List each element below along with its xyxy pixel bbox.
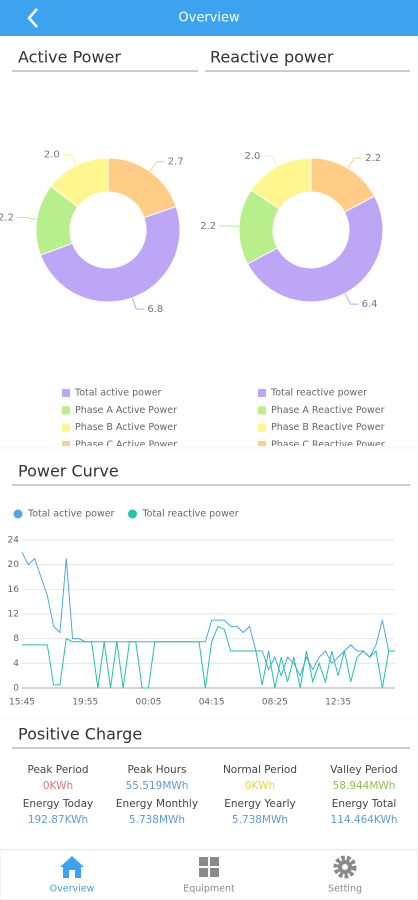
y-tick-label: 24 — [8, 536, 20, 546]
legend-dot — [127, 509, 137, 519]
stat-value: 114.464KWh — [331, 814, 398, 826]
slice-label: 2.0 — [44, 150, 60, 161]
legend-label: Phase A Reactive Power — [271, 405, 385, 416]
section-title: Reactive power — [210, 48, 334, 67]
curve-panel — [0, 452, 418, 717]
legend-dot — [13, 509, 23, 519]
stat-value: 0KWh — [245, 780, 275, 792]
legend-label: Phase C Active Power — [75, 439, 177, 450]
x-tick-label: 08:25 — [262, 698, 288, 708]
stat-value: 0KWh — [43, 780, 73, 792]
slice-label: 2.7 — [168, 157, 184, 168]
pie-slice — [39, 205, 181, 303]
label-line — [131, 297, 145, 310]
line-series — [22, 625, 395, 689]
legend-label: Total active power — [27, 509, 115, 520]
legend-swatch — [258, 440, 266, 446]
y-tick-label: 0 — [13, 684, 19, 694]
label-line — [347, 157, 363, 169]
header-title: Overview — [178, 11, 240, 26]
pie-slice — [310, 157, 376, 213]
slice-label: 2.0 — [244, 151, 260, 162]
stat-label: Energy Yearly — [224, 798, 295, 810]
nav-icon-setting[interactable] — [333, 855, 357, 879]
legend-label: Phase A Active Power — [75, 405, 177, 416]
stat-label: Energy Total — [332, 798, 397, 810]
label-line — [62, 154, 77, 166]
nav-label[interactable]: Setting — [328, 884, 362, 895]
pie-slice — [107, 157, 177, 219]
legend-label: Total active power — [74, 388, 162, 399]
charge-panel — [0, 720, 418, 848]
legend-swatch — [62, 389, 70, 397]
line-series — [21, 552, 395, 678]
stat-value: 55.519MWh — [126, 780, 189, 792]
pie-slice — [246, 195, 384, 303]
stat-label: Normal Period — [223, 764, 297, 776]
y-tick-label: 12 — [8, 610, 19, 620]
legend-label: Total reactive power — [141, 509, 238, 520]
stat-label: Valley Period — [330, 764, 397, 776]
back-button[interactable] — [27, 8, 38, 28]
label-line — [149, 161, 165, 172]
stat-value: 58.944MWh — [333, 780, 396, 792]
nav-icon-home[interactable] — [60, 856, 84, 878]
legend-swatch — [258, 423, 266, 432]
x-tick-label: 19:55 — [72, 698, 98, 708]
legend-label: Phase C Reactive Power — [271, 439, 385, 450]
y-tick-label: 8 — [13, 634, 19, 644]
label-line — [344, 293, 359, 305]
stat-value: 192.87KWh — [28, 814, 88, 826]
section-title: Power Curve — [18, 462, 119, 481]
label-line — [263, 155, 278, 167]
x-tick-label: 00:05 — [135, 698, 161, 708]
slice-label: 6.4 — [362, 299, 378, 310]
nav-label[interactable]: Equipment — [183, 884, 235, 895]
stat-value: 5.738MWh — [232, 814, 288, 826]
stat-label: Energy Today — [23, 798, 93, 810]
slice-label: 2.2 — [365, 153, 381, 164]
nav-label[interactable]: Overview — [50, 884, 95, 895]
legend-swatch — [258, 406, 266, 415]
legend-label: Total reactive power — [270, 388, 367, 399]
stat-value: 5.738MWh — [129, 814, 185, 826]
nav-icon-equipment[interactable] — [199, 857, 219, 877]
legend-swatch — [62, 406, 70, 415]
header-bar — [0, 0, 418, 36]
slice-label: 6.8 — [147, 304, 163, 315]
section-title: Active Power — [18, 48, 121, 67]
stat-label: Peak Period — [27, 764, 88, 776]
label-line — [219, 225, 240, 227]
legend-swatch — [62, 440, 70, 446]
legend-label: Phase B Reactive Power — [271, 422, 385, 433]
x-tick-label: 12:35 — [325, 698, 351, 708]
legend-clip: Total active power Phase A Active Power Ph… — [62, 388, 385, 450]
legend-swatch — [62, 423, 70, 432]
slice-label: 2.2 — [0, 213, 14, 224]
stat-label: Peak Hours — [127, 764, 186, 776]
slice-label: 2.2 — [200, 221, 216, 232]
y-tick-label: 20 — [8, 560, 20, 570]
section-title: Positive Charge — [18, 725, 142, 744]
legend-label: Phase B Active Power — [75, 422, 177, 433]
x-tick-label: 04:15 — [199, 698, 225, 708]
y-tick-label: 16 — [8, 585, 20, 595]
y-tick-label: 4 — [13, 659, 19, 669]
x-tick-label: 15:45 — [9, 698, 35, 708]
legend-swatch — [258, 389, 266, 397]
stat-label: Energy Monthly — [116, 798, 198, 810]
label-line — [16, 217, 37, 220]
